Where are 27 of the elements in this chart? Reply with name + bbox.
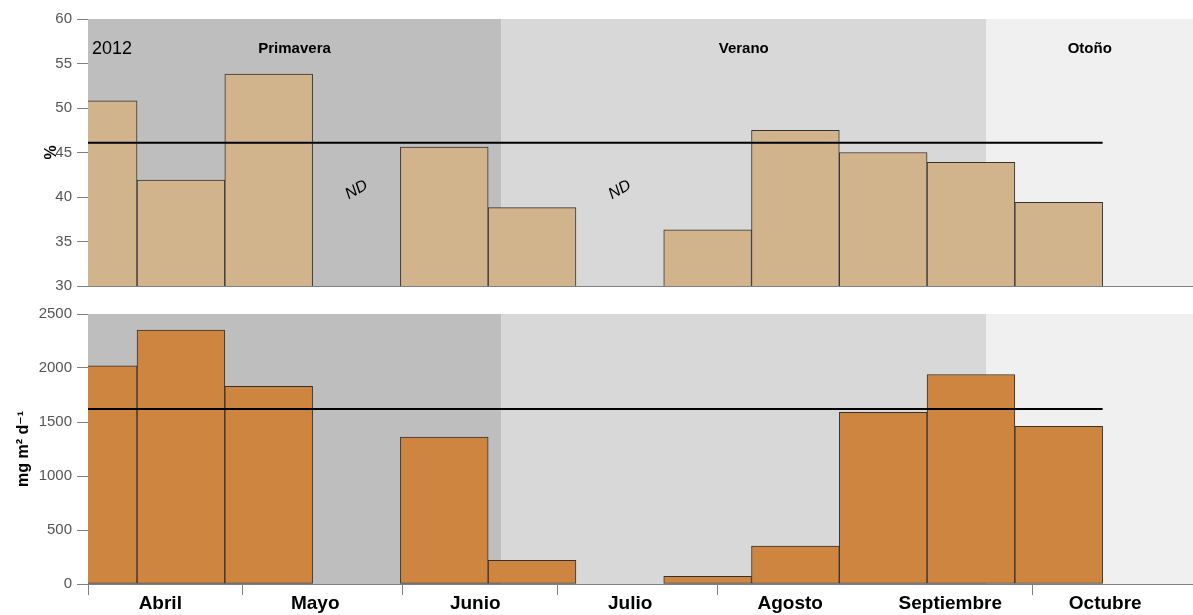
- y-tick-label: 1000: [38, 466, 72, 484]
- x-tick-label: Octubre: [1068, 591, 1142, 613]
- x-tick-label: Septiembre: [898, 591, 1003, 613]
- x-tick-label: Mayo: [290, 591, 340, 613]
- band-label: Primavera: [258, 39, 332, 56]
- y-tick-label: 60: [55, 9, 72, 27]
- y-tick-label: 2500: [38, 304, 72, 322]
- y-tick-label: 500: [46, 520, 72, 538]
- y-tick-label: 45: [55, 142, 72, 160]
- annotation: ND: [341, 175, 371, 203]
- x-tick-label: Junio: [449, 591, 501, 613]
- y-tick-label: 1500: [38, 412, 72, 430]
- y-tick-label: 40: [55, 187, 72, 205]
- band-label: Otoño: [1067, 39, 1112, 56]
- band-label: Verano: [718, 39, 769, 56]
- y-axis-title: mg m² d⁻¹: [14, 411, 32, 487]
- y-tick-label: 50: [55, 98, 72, 116]
- y-tick-label: 30: [55, 276, 72, 294]
- annotation: 2012: [92, 38, 133, 58]
- y-tick-label: 35: [55, 231, 72, 249]
- x-tick-label: Julio: [608, 591, 653, 613]
- annotation: ND: [605, 175, 634, 203]
- x-tick-label: Agosto: [757, 591, 823, 613]
- x-tick-label: Abril: [138, 591, 182, 613]
- y-tick-label: 55: [55, 53, 72, 71]
- y-tick-label: 0: [63, 574, 72, 592]
- y-tick-label: 2000: [38, 358, 72, 376]
